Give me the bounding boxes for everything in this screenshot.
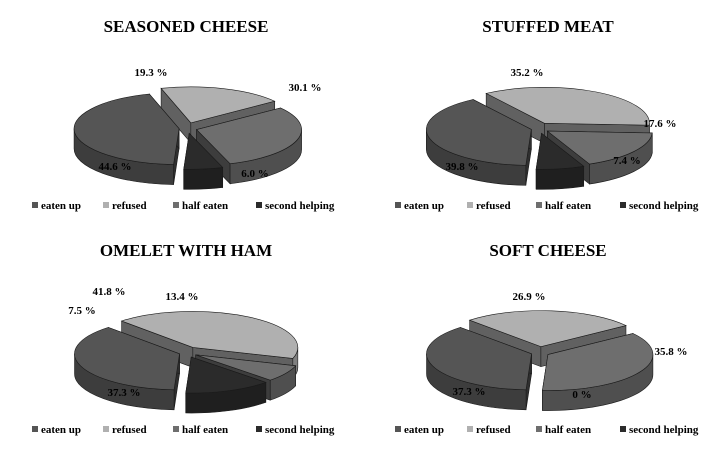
legend-swatch: [467, 202, 473, 208]
legend-swatch: [256, 202, 262, 208]
data-label: 37.3 %: [453, 386, 486, 398]
data-label: 7.5 %: [68, 305, 96, 317]
legend-swatch: [173, 202, 179, 208]
pie-slice-half-eaten: [542, 333, 654, 411]
legend-label: second helping: [629, 424, 699, 436]
chart-title: OMELET WITH HAM: [100, 241, 272, 260]
data-label: 19.3 %: [135, 67, 168, 79]
legend-swatch: [620, 426, 626, 432]
legend-swatch: [395, 202, 401, 208]
data-label: 30.1 %: [289, 82, 322, 94]
legend: eaten up refused half eaten second helping: [395, 424, 699, 436]
legend-swatch: [103, 426, 109, 432]
legend-swatch: [467, 426, 473, 432]
legend-swatch: [536, 426, 542, 432]
pie-slice-eaten-up: [73, 93, 180, 185]
legend-label: second helping: [265, 424, 335, 436]
chart-title: SEASONED CHEESE: [104, 17, 269, 36]
pie-slice-eaten-up: [74, 326, 180, 411]
legend-label: half eaten: [182, 200, 228, 212]
pie-panel-4: SOFT CHEESE 37.3 % 26.9 % 35.8 % 0 % eaten up…: [395, 241, 699, 436]
data-label: 7.4 %: [613, 155, 641, 167]
pie-panel-2: STUFFED MEAT 39.8 % 35.2 % 17.6 % 7.4 % eaten…: [395, 17, 699, 212]
legend-swatch: [620, 202, 626, 208]
pie-slice-second-helping: [185, 356, 267, 414]
legend-swatch: [256, 426, 262, 432]
pie-slice-eaten-up: [426, 98, 532, 186]
legend-label: eaten up: [41, 200, 81, 212]
legend-label: half eaten: [545, 200, 591, 212]
legend-swatch: [103, 202, 109, 208]
data-label: 44.6 %: [99, 161, 132, 173]
legend-label: refused: [476, 424, 511, 436]
chart-title: STUFFED MEAT: [482, 17, 614, 36]
legend-label: eaten up: [404, 424, 444, 436]
legend-label: second helping: [265, 200, 335, 212]
pie-panel-1: SEASONED CHEESE 44.6 % 19.3 % 30.1 % 6.0 % ea…: [32, 17, 335, 212]
pie-slice-second-helping: [535, 132, 585, 190]
data-label: 35.8 %: [655, 346, 688, 358]
legend-label: second helping: [629, 200, 699, 212]
legend-label: eaten up: [41, 424, 81, 436]
legend-swatch: [173, 426, 179, 432]
legend-label: half eaten: [182, 424, 228, 436]
data-label: 17.6 %: [644, 118, 677, 130]
legend-label: eaten up: [404, 200, 444, 212]
data-label: 0 %: [572, 389, 591, 401]
legend-swatch: [32, 202, 38, 208]
data-label: 37.3 %: [108, 387, 141, 399]
legend-label: refused: [112, 200, 147, 212]
pie-slice-eaten-up: [426, 326, 532, 411]
legend-swatch: [395, 426, 401, 432]
legend: eaten up refused half eaten second helping: [395, 200, 699, 212]
data-label: 41.8 %: [93, 286, 126, 298]
legend-label: refused: [112, 424, 147, 436]
data-label: 39.8 %: [446, 161, 479, 173]
data-label: 35.2 %: [511, 67, 544, 79]
pie-panel-3: OMELET WITH HAM 37.3 % 41.8 % 7.5 % 13.4 % ea…: [32, 241, 335, 436]
legend-label: refused: [476, 200, 511, 212]
legend: eaten up refused half eaten second helping: [32, 424, 335, 436]
pie-slice-second-helping: [183, 132, 224, 190]
legend-swatch: [32, 426, 38, 432]
legend: eaten up refused half eaten second helping: [32, 200, 335, 212]
data-label: 26.9 %: [513, 291, 546, 303]
chart-title: SOFT CHEESE: [489, 241, 606, 260]
legend-swatch: [536, 202, 542, 208]
legend-label: half eaten: [545, 424, 591, 436]
data-label: 6.0 %: [241, 168, 269, 180]
data-label: 13.4 %: [166, 291, 199, 303]
